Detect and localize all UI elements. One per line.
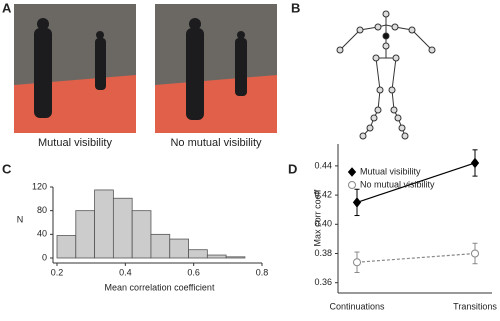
- caption: Mutual visibility: [38, 137, 112, 149]
- y-tick-label: 120: [32, 181, 47, 191]
- legend-marker: [348, 181, 356, 189]
- y-axis-label: Max corr coeff: [312, 189, 322, 246]
- skeleton: [336, 10, 436, 140]
- series-line: [356, 252, 476, 263]
- x-tick-label: 0.2: [51, 267, 64, 277]
- y-tick-label: 0.44: [314, 160, 332, 170]
- bar: [56, 235, 77, 259]
- panel-label: C: [2, 161, 12, 176]
- y-tick-label: 0.38: [314, 248, 332, 258]
- bar: [94, 189, 114, 259]
- photo: [14, 4, 136, 133]
- point: [353, 258, 361, 267]
- panel-label: D: [288, 161, 297, 176]
- y-tick-label: 80: [37, 205, 47, 215]
- x-tick-label: Transitions: [453, 301, 497, 311]
- x-axis-label: Mean correlation coefficient: [105, 282, 215, 292]
- bar: [225, 256, 246, 259]
- series-line: [356, 162, 476, 203]
- panel-label: B: [291, 0, 300, 15]
- legend-label: Mutual visibility: [360, 166, 421, 176]
- legend-label: No mutual visibility: [360, 179, 435, 189]
- bar: [131, 210, 152, 259]
- bar: [206, 254, 227, 259]
- x-tick-label: 0.8: [256, 267, 269, 277]
- x-tick-label: 0.6: [187, 267, 200, 277]
- bar: [150, 233, 171, 259]
- y-tick-label: 0.40: [314, 219, 332, 229]
- bar: [112, 197, 133, 259]
- point: [471, 249, 479, 258]
- panel-label: A: [2, 0, 12, 15]
- caption: No mutual visibility: [170, 137, 262, 149]
- point: [352, 197, 362, 208]
- y-tick-label: 0.42: [314, 189, 332, 199]
- bar: [75, 210, 95, 259]
- bar: [169, 238, 189, 259]
- photo: [155, 4, 277, 133]
- y-tick-label: 40: [37, 229, 47, 239]
- bar: [188, 249, 208, 259]
- y-tick-label: 0: [42, 252, 47, 262]
- y-tick-label: 0.36: [314, 277, 332, 287]
- legend-marker: [347, 167, 357, 177]
- point: [470, 157, 480, 169]
- y-axis-label: N: [17, 214, 24, 224]
- x-tick-label: 0.4: [119, 267, 132, 277]
- x-tick-label: Continuations: [329, 301, 385, 311]
